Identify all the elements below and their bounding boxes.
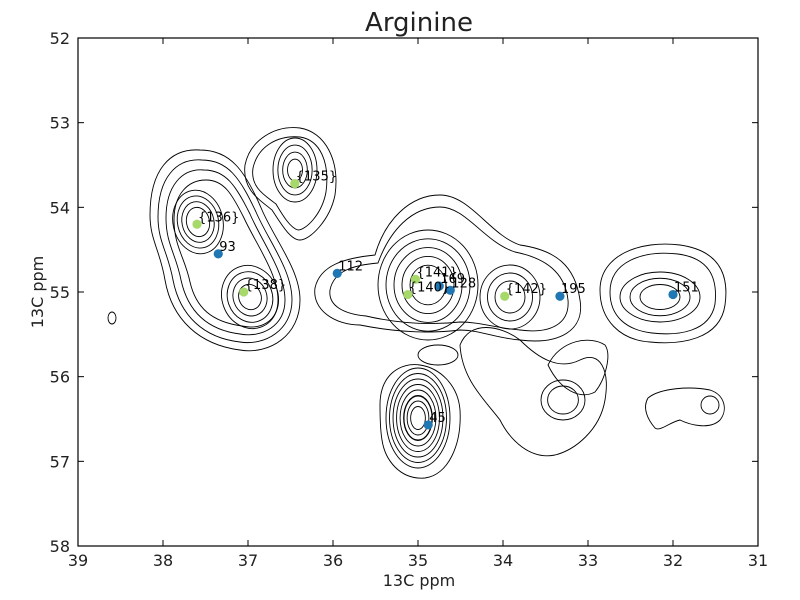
y-tick-label: 57 bbox=[50, 452, 70, 471]
data-point-label: 151 bbox=[674, 281, 699, 296]
data-point-label: 93 bbox=[219, 240, 236, 255]
contour-line bbox=[401, 255, 455, 315]
contour-line bbox=[547, 339, 609, 396]
data-point bbox=[434, 281, 444, 291]
contour-line bbox=[173, 179, 279, 328]
data-point bbox=[192, 219, 202, 229]
contour-line bbox=[393, 247, 463, 323]
contour-line bbox=[396, 384, 440, 452]
contour-line bbox=[494, 280, 526, 314]
data-point bbox=[410, 274, 421, 284]
plot-frame bbox=[77, 37, 759, 547]
contour-line bbox=[379, 364, 461, 479]
contour-line bbox=[272, 137, 318, 203]
data-point-label: 128 bbox=[451, 276, 476, 291]
y-axis-label: 13C ppm bbox=[28, 256, 47, 329]
x-tick-label: 39 bbox=[68, 551, 88, 570]
contour-line bbox=[185, 206, 211, 238]
contour-line bbox=[176, 195, 220, 249]
contour-line bbox=[165, 169, 286, 336]
contour-line bbox=[277, 144, 313, 196]
x-tick-label: 31 bbox=[748, 551, 768, 570]
contour-line bbox=[329, 206, 569, 332]
data-point-label: {142} bbox=[506, 282, 547, 297]
x-tick-label: 36 bbox=[323, 551, 343, 570]
contour-line bbox=[487, 272, 533, 322]
data-point-label: {135} bbox=[296, 170, 337, 185]
contour-line bbox=[410, 406, 426, 430]
contour-line bbox=[629, 277, 691, 317]
x-tick-label: 37 bbox=[238, 551, 258, 570]
data-point bbox=[239, 287, 249, 297]
contour-line bbox=[181, 201, 215, 243]
contour-line bbox=[479, 264, 541, 330]
data-point bbox=[445, 285, 455, 295]
contour-line bbox=[107, 311, 117, 325]
contour-line bbox=[252, 136, 328, 231]
data-point bbox=[668, 289, 678, 300]
contour-line bbox=[700, 395, 720, 415]
data-point-label: 45 bbox=[429, 411, 446, 426]
data-point-label: {138} bbox=[245, 278, 286, 293]
contour-line bbox=[377, 229, 479, 341]
contour-line bbox=[547, 385, 579, 415]
contour-line bbox=[540, 379, 586, 421]
contour-line bbox=[172, 189, 224, 255]
contour-line bbox=[385, 367, 451, 469]
x-tick-label: 35 bbox=[408, 551, 428, 570]
data-point-label: {136} bbox=[198, 210, 239, 225]
data-point-label: {141} bbox=[416, 265, 457, 280]
contour-line bbox=[619, 271, 701, 323]
contour-line bbox=[403, 395, 433, 441]
y-tick-label: 53 bbox=[50, 114, 70, 133]
x-tick-label: 38 bbox=[153, 551, 173, 570]
data-point-label: {140} bbox=[409, 281, 450, 296]
y-tick-label: 56 bbox=[50, 368, 70, 387]
contour-line bbox=[399, 389, 437, 447]
contour-line bbox=[314, 194, 582, 342]
data-point bbox=[423, 420, 433, 430]
contour-line bbox=[645, 387, 725, 430]
data-point bbox=[500, 291, 510, 301]
contour-line bbox=[238, 283, 262, 311]
contour-lines bbox=[107, 127, 727, 479]
contour-line bbox=[409, 264, 447, 306]
y-tick-label: 52 bbox=[50, 29, 70, 48]
data-point-label: 112 bbox=[338, 259, 363, 274]
x-tick-label: 34 bbox=[493, 551, 513, 570]
data-point-label: 195 bbox=[561, 282, 586, 297]
y-tick-label: 58 bbox=[50, 537, 70, 556]
contour-line bbox=[244, 127, 337, 241]
contour-line bbox=[232, 277, 268, 317]
x-tick-label: 32 bbox=[663, 551, 683, 570]
data-point bbox=[555, 291, 565, 301]
contour-line bbox=[149, 149, 301, 352]
x-tick-label: 33 bbox=[578, 551, 598, 570]
y-tick-label: 55 bbox=[50, 283, 70, 302]
contour-line bbox=[392, 378, 444, 458]
contour-line bbox=[599, 243, 727, 344]
x-axis-label: 13C ppm bbox=[383, 571, 456, 590]
contour-line bbox=[157, 159, 293, 344]
contour-line bbox=[459, 327, 607, 457]
data-point bbox=[403, 289, 413, 300]
contour-line bbox=[385, 238, 471, 332]
contour-line bbox=[609, 252, 716, 335]
chart-title: Arginine bbox=[365, 8, 473, 38]
y-tick-label: 54 bbox=[50, 198, 70, 217]
contour-line bbox=[639, 284, 681, 310]
contour-line bbox=[406, 400, 430, 436]
contour-line bbox=[417, 344, 459, 366]
data-point-label: 169 bbox=[440, 272, 465, 287]
data-point bbox=[332, 268, 342, 278]
contour-line bbox=[226, 271, 274, 323]
axis-ticks: 39 38 37 36 35 34 33 32 31 52 53 54 55 56 57 58 bbox=[50, 29, 769, 570]
contour-line bbox=[221, 264, 279, 330]
contour-line bbox=[389, 373, 447, 463]
data-point bbox=[290, 179, 300, 189]
data-point bbox=[213, 249, 223, 259]
